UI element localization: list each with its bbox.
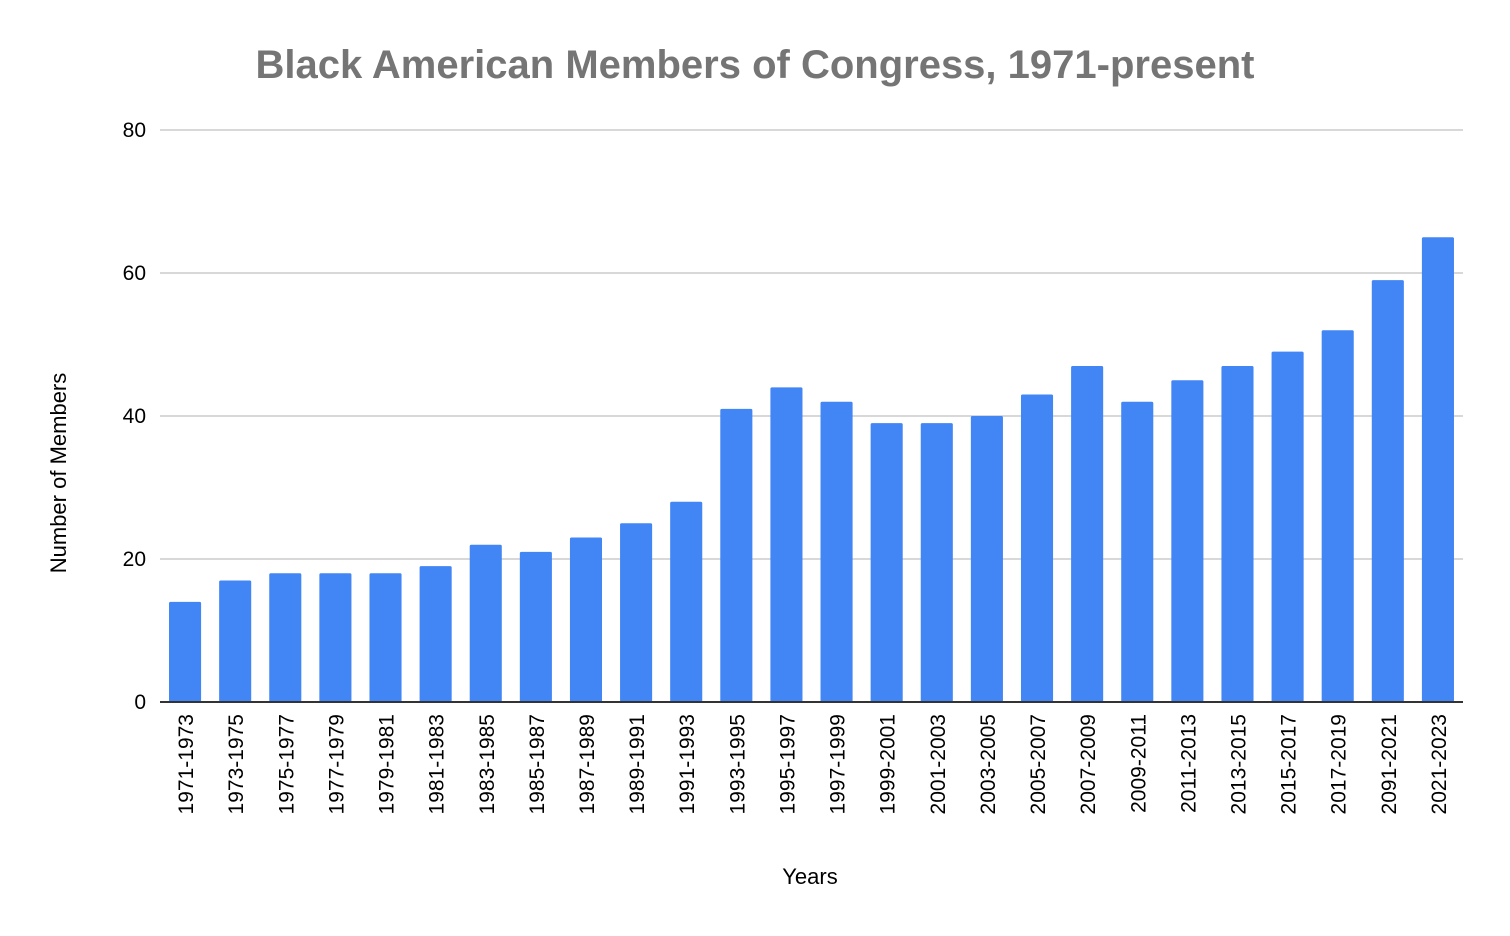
bar-2009-2011: [1121, 401, 1154, 702]
bars: [169, 237, 1454, 702]
bar-1985-1987: [519, 551, 552, 702]
y-tick-label: 80: [123, 119, 146, 142]
x-tick-label: 2011-2013: [1177, 714, 1200, 813]
x-tick-label: 1975-1977: [275, 714, 298, 814]
x-tick-label: 2005-2007: [1027, 714, 1050, 814]
x-tick-label: 1977-1979: [325, 714, 348, 814]
gridlines: [160, 129, 1463, 560]
x-tick-label: 1989-1991: [626, 714, 649, 814]
x-tick-label: 1985-1987: [526, 714, 549, 814]
x-tick-label: 1987-1989: [576, 714, 599, 814]
x-tick-label: 2013-2015: [1227, 714, 1250, 814]
x-axis-ticks: 1971-1973 1973-1975 1975-1977 1977-1979 1979…: [175, 714, 1451, 814]
bar-1983-1985: [469, 544, 502, 702]
x-tick-label: 1999-2001: [877, 714, 900, 814]
bar-1997-1999: [820, 401, 853, 702]
bar-2001-2003: [920, 423, 953, 702]
bar-2013-2015: [1221, 365, 1254, 702]
bar-2021-2023: [1421, 237, 1454, 702]
x-tick-label: 2015-2017: [1278, 714, 1301, 814]
bar-1999-2001: [870, 423, 903, 702]
bar-1989-1991: [620, 523, 653, 702]
x-tick-label: 1995-1997: [776, 714, 799, 814]
x-tick-label: 1973-1975: [225, 714, 248, 814]
bar-2011-2013: [1171, 380, 1204, 702]
y-axis-title: Number of Members: [46, 373, 71, 574]
x-tick-label: 1983-1985: [476, 714, 499, 814]
y-axis-ticks: 0 20 40 60 80: [123, 119, 146, 714]
bar-2091-2021: [1371, 280, 1404, 702]
x-tick-label: 2001-2003: [927, 714, 950, 814]
x-tick-label: 1971-1973: [175, 714, 198, 814]
x-tick-label: 1997-1999: [827, 714, 850, 814]
bar-2017-2019: [1321, 330, 1354, 702]
bar-1987-1989: [569, 537, 603, 702]
x-tick-label: 2003-2005: [977, 714, 1000, 814]
x-tick-label: 2021-2023: [1428, 714, 1451, 814]
x-tick-label: 1993-1995: [726, 714, 749, 814]
bar-2015-2017: [1271, 351, 1304, 702]
bar-2007-2009: [1071, 365, 1104, 702]
bar-2005-2007: [1020, 394, 1054, 702]
y-tick-label: 60: [123, 262, 146, 285]
x-axis-title: Years: [782, 864, 837, 889]
bar-1991-1993: [670, 501, 703, 702]
x-tick-label: 2091-2021: [1378, 714, 1401, 814]
x-tick-label: 1991-1993: [676, 714, 699, 814]
x-tick-label: 1979-1981: [376, 714, 399, 814]
x-tick-label: 1981-1983: [426, 714, 449, 814]
y-tick-label: 20: [123, 548, 146, 571]
bar-1995-1997: [770, 387, 803, 702]
chart-title: Black American Members of Congress, 1971…: [256, 43, 1255, 87]
bar-1981-1983: [419, 566, 452, 702]
bar-1973-1975: [219, 580, 252, 702]
bar-1971-1973: [169, 601, 202, 702]
x-tick-label: 2009-2011: [1127, 714, 1150, 813]
bar-2003-2005: [970, 416, 1003, 702]
bar-1975-1977: [269, 573, 302, 702]
y-tick-label: 0: [134, 691, 146, 714]
bar-1979-1981: [369, 573, 402, 702]
x-tick-label: 2017-2019: [1328, 714, 1351, 814]
bar-1993-1995: [720, 408, 753, 702]
bar-1977-1979: [319, 573, 352, 702]
y-tick-label: 40: [123, 405, 146, 428]
x-tick-label: 2007-2009: [1077, 714, 1100, 814]
